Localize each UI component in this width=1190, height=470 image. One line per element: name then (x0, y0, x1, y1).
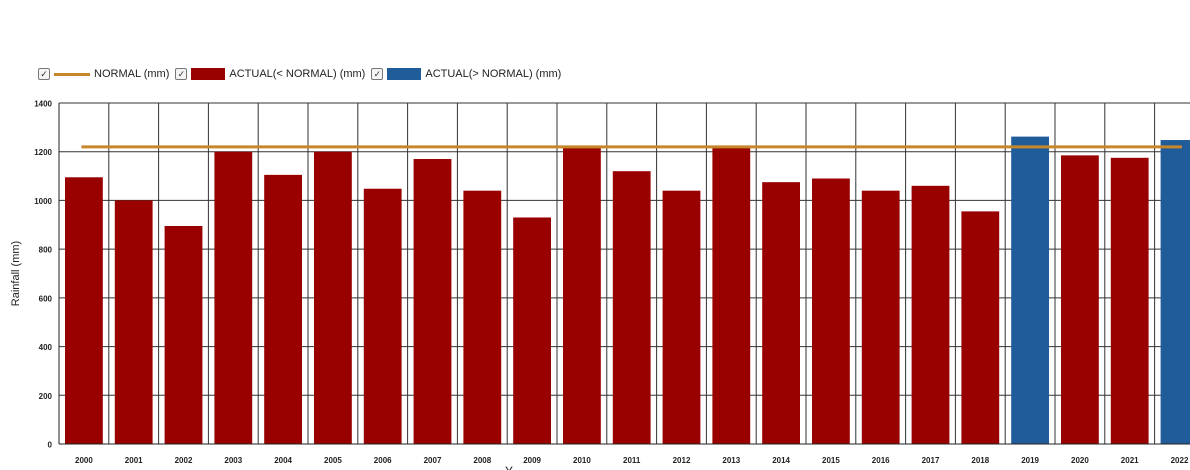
y-tick-label: 600 (39, 294, 53, 303)
chart-legend: ✓ NORMAL (mm) ✓ ACTUAL(< NORMAL) (mm) ✓ … (38, 65, 567, 83)
bar (762, 182, 800, 445)
bar (513, 217, 551, 444)
x-tick-label: 2018 (971, 456, 989, 465)
legend-above-checkbox[interactable]: ✓ (371, 68, 384, 80)
x-axis-label: Y... (505, 464, 521, 470)
bar (812, 178, 850, 444)
bar (1110, 157, 1149, 444)
legend-item-below: ✓ ACTUAL(< NORMAL) (mm) (175, 68, 365, 80)
x-tick-label: 2016 (872, 456, 890, 465)
bar (662, 190, 701, 444)
legend-below-label: ACTUAL(< NORMAL) (mm) (229, 68, 366, 80)
y-tick-label: 1000 (34, 197, 52, 206)
bar (363, 188, 402, 444)
y-tick-label: 1400 (34, 100, 52, 109)
x-tick-label: 2007 (424, 456, 442, 465)
legend-normal-swatch (54, 72, 90, 76)
x-tick-label: 2022 (1171, 456, 1189, 465)
x-tick-label: 2008 (473, 456, 491, 465)
x-tick-label: 2010 (573, 456, 591, 465)
bar (413, 159, 452, 444)
y-tick-label: 400 (39, 343, 53, 352)
x-tick-label: 2003 (224, 456, 242, 465)
y-tick-label: 200 (39, 392, 53, 401)
x-tick-label: 2019 (1021, 456, 1039, 465)
bar (712, 147, 751, 444)
x-tick-label: 2002 (175, 456, 193, 465)
legend-below-checkbox[interactable]: ✓ (175, 68, 188, 80)
x-tick-label: 2006 (374, 456, 392, 465)
bar (1061, 155, 1099, 444)
legend-normal-label: NORMAL (mm) (94, 68, 170, 80)
legend-item-normal: ✓ NORMAL (mm) (38, 68, 169, 80)
bar (612, 171, 651, 444)
y-tick-label: 0 (48, 441, 53, 450)
x-tick-label: 2014 (772, 456, 790, 465)
x-tick-label: 2009 (523, 456, 541, 465)
x-tick-label: 2001 (125, 456, 143, 465)
legend-below-swatch (191, 68, 226, 80)
x-tick-label: 2004 (274, 456, 292, 465)
x-tick-label: 2013 (722, 456, 740, 465)
bar (1011, 136, 1049, 444)
y-axis-label: Rainfall (mm) (10, 241, 22, 306)
y-tick-label: 1200 (34, 148, 52, 157)
bar (314, 151, 352, 444)
x-tick-label: 2000 (75, 456, 93, 465)
bar (1160, 140, 1190, 444)
x-tick-label: 2012 (673, 456, 691, 465)
x-tick-label: 2005 (324, 456, 342, 465)
bar (463, 190, 502, 444)
x-tick-label: 2020 (1071, 456, 1089, 465)
legend-above-swatch (387, 68, 422, 80)
x-tick-label: 2011 (623, 456, 641, 465)
bar (114, 200, 153, 444)
bar (164, 226, 203, 444)
legend-normal-checkbox[interactable]: ✓ (38, 68, 50, 80)
bar (65, 177, 103, 444)
x-tick-label: 2017 (922, 456, 940, 465)
legend-item-above: ✓ ACTUAL(> NORMAL) (mm) (371, 68, 561, 80)
legend-above-label: ACTUAL(> NORMAL) (mm) (425, 68, 562, 80)
bar (911, 185, 950, 445)
x-tick-label: 2015 (822, 456, 840, 465)
bar (961, 211, 1000, 444)
bar (264, 174, 302, 444)
x-tick-label: 2021 (1121, 456, 1139, 465)
bar (861, 190, 900, 444)
bar (563, 148, 601, 444)
y-tick-label: 800 (39, 246, 53, 255)
bar (214, 151, 253, 444)
